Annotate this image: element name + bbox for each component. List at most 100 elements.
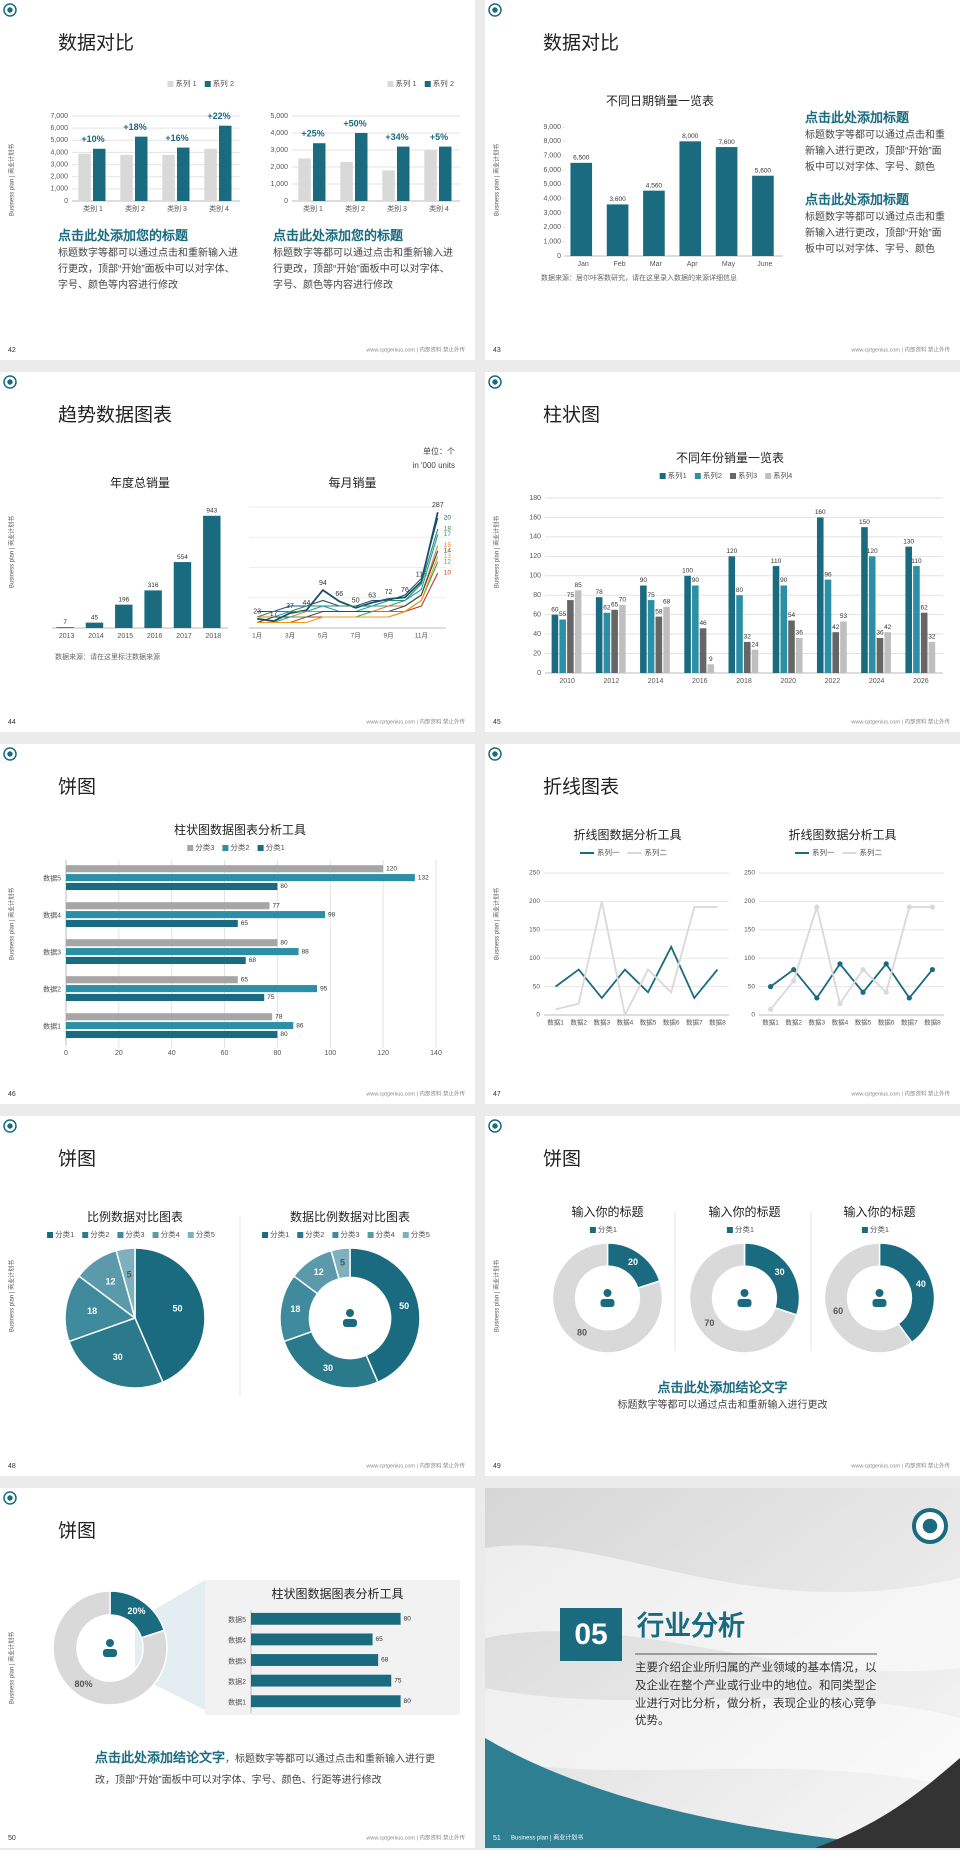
line-marker	[929, 966, 936, 973]
chart-title: 折线图数据分析工具	[788, 827, 896, 842]
footer: www.cptgenius.com | 内部资料 禁止外传	[365, 1461, 465, 1469]
legend-label: 分类2	[90, 1229, 109, 1239]
y-tick-label: 数据1	[43, 1021, 61, 1030]
bar	[397, 146, 410, 201]
data-label: 36	[796, 630, 804, 637]
legend-swatch	[367, 1232, 374, 1238]
legend-swatch	[332, 1232, 339, 1238]
y-tick-label: 数据5	[43, 873, 61, 882]
side-label: Business plan | 商业计划书	[8, 1632, 16, 1704]
data-label: 80	[280, 883, 288, 890]
data-label: 554	[177, 554, 188, 561]
page-number: 49	[493, 1463, 501, 1470]
legend: 系列1 系列2 系列3 系列4	[659, 470, 792, 480]
y-tick-label: 100	[529, 955, 540, 962]
y-tick-label: 数据2	[228, 1677, 246, 1686]
y-tick-label: 4,000	[270, 130, 288, 137]
legend-label: 系列 2	[433, 78, 454, 88]
bar	[752, 175, 774, 256]
bar	[861, 527, 868, 673]
bar	[619, 604, 626, 673]
data-label: 5	[127, 1269, 132, 1279]
y-tick-label: 60	[533, 612, 541, 619]
legend-label: 系列二	[645, 847, 668, 857]
bar	[66, 919, 238, 928]
data-label: 90	[692, 577, 700, 584]
data-label: 60	[833, 1306, 843, 1316]
icon-body	[103, 1649, 117, 1657]
y-tick-label: 数据3	[43, 947, 61, 956]
x-tick-label: 2024	[869, 678, 885, 685]
slide-title: 柱状图	[543, 405, 601, 426]
data-label: 68	[663, 599, 671, 606]
chart-title: 柱状图数据图表分析工具	[271, 1586, 403, 1601]
bar	[824, 579, 832, 673]
data-label: 120	[386, 865, 397, 872]
side-label: Business plan | 商业计划书	[493, 1260, 501, 1332]
bar	[876, 638, 884, 673]
data-label: 65	[376, 1636, 384, 1643]
logo-core	[7, 1495, 13, 1501]
text-body: ，标题数字等都可以通过点击和重新输入进行更改，顶部“开始”面板中可以对字体、字号…	[95, 1754, 436, 1786]
line-marker	[906, 995, 912, 1001]
x-tick-label: 2026	[913, 678, 929, 685]
bar	[251, 1674, 392, 1687]
annotation: +5%	[430, 132, 448, 142]
legend-swatch	[117, 1232, 124, 1238]
page-number: 43	[493, 347, 501, 354]
logo-core	[492, 751, 498, 757]
slice	[115, 1247, 136, 1319]
bar	[66, 865, 384, 873]
x-tick-label: 20	[115, 1050, 123, 1057]
footer: www.cptgenius.com | 内部资料 禁止外传	[850, 345, 950, 353]
bar	[66, 985, 318, 993]
legend: 分类1 分类2 分类3 分类4 分类5	[262, 1229, 430, 1239]
logo-core	[492, 7, 498, 13]
data-label: 20%	[127, 1606, 145, 1616]
bar	[66, 948, 299, 956]
chart-title: 年度总销量	[110, 475, 170, 490]
side-label: Business plan | 商业计划书	[8, 1260, 16, 1332]
y-tick-label: 200	[744, 898, 755, 905]
y-tick-label: 200	[529, 898, 540, 905]
page-number: 44	[8, 719, 16, 726]
text-body: 标题数字等都可以通过点击和重新输入进行更改，顶部“开始”面板中可以对字体、字号、…	[805, 212, 945, 255]
legend-label: 分类4	[161, 1229, 180, 1239]
x-tick-label: 5月	[318, 632, 328, 640]
legend: 分类1	[861, 1224, 889, 1234]
data-label: 66	[335, 591, 343, 598]
line-series	[769, 903, 933, 1010]
bar	[679, 141, 702, 256]
center-icon	[737, 1289, 752, 1307]
legend-label: 分类5	[411, 1229, 430, 1239]
data-label: 78	[275, 1013, 283, 1020]
x-tick-label: 数据1	[762, 1018, 779, 1027]
bar	[884, 632, 891, 673]
legend-label: 系列2	[703, 470, 722, 480]
bar	[606, 204, 629, 256]
data-label: 62	[603, 604, 611, 611]
legend-swatch	[257, 845, 264, 851]
slide: Business plan | 商业计划书 48 www.cptgenius.com…	[0, 1116, 475, 1476]
slide-title: 数据对比	[58, 33, 135, 54]
data-label: 68	[249, 957, 257, 964]
bar	[66, 976, 238, 984]
bar	[219, 125, 232, 201]
data-label: 44	[303, 600, 311, 607]
x-tick-label: 100	[324, 1050, 336, 1057]
bar	[85, 622, 104, 628]
dark-corner	[815, 1758, 960, 1848]
slide-canvas: Business plan | 商业计划书 48 www.cptgenius.com…	[3, 1119, 465, 1470]
bar	[66, 874, 415, 882]
x-tick-label: 数据2	[570, 1018, 587, 1027]
slide: 05 行业分析 51 Business plan | 商业计划书 主要介绍企业所归属的产…	[485, 1488, 960, 1848]
x-tick-label: 类别 2	[345, 204, 365, 213]
bar	[699, 628, 707, 673]
y-tick-label: 0	[751, 1012, 755, 1019]
line-marker	[791, 978, 797, 984]
data-label: 7,600	[718, 139, 735, 146]
x-tick-label: 140	[430, 1050, 442, 1057]
annotation: +18%	[123, 122, 146, 132]
x-tick-label: 2015	[118, 633, 134, 640]
legend-label: 系列 2	[213, 78, 234, 88]
